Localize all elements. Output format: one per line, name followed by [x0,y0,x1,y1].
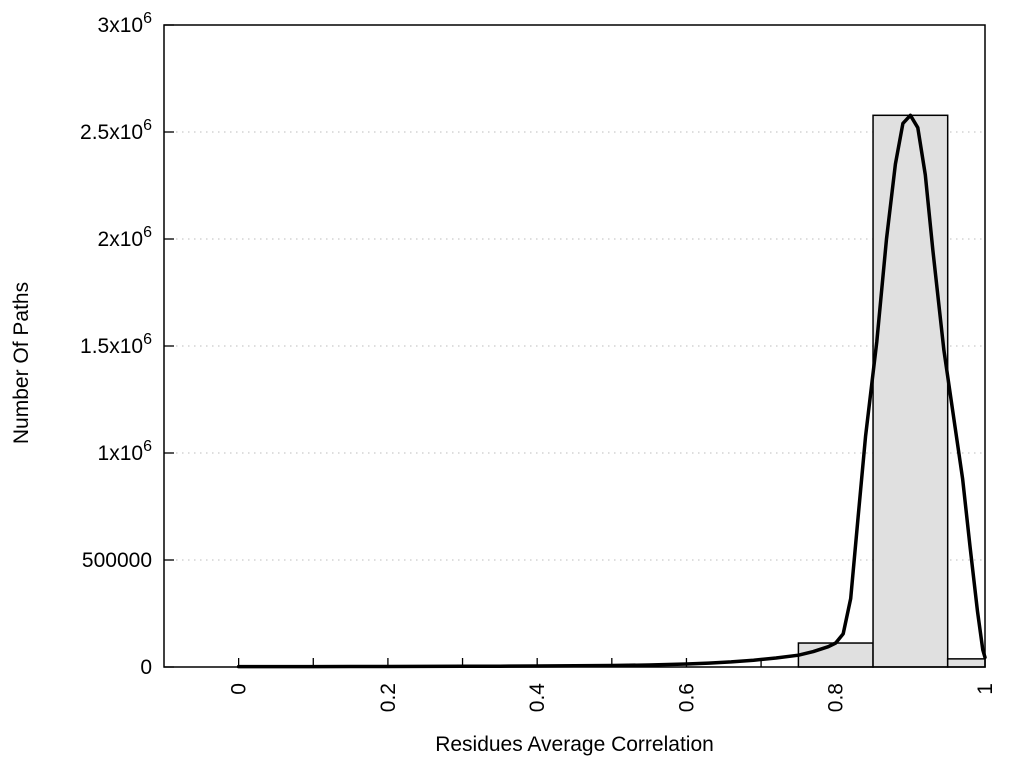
x-tick-label-group: 1 [974,683,997,695]
histogram-bar [946,658,986,668]
x-tick-label: 0.6 [675,683,698,712]
x-axis-title: Residues Average Correlation [435,733,714,756]
plot-border [163,24,986,668]
y-tick-label: 500000 [82,549,152,572]
x-tick-label-group: 0.2 [377,683,400,712]
x-tick-label-group: 0.6 [675,683,698,712]
histogram-bar [872,114,949,668]
y-tick-label: 2.5x106 [80,117,152,144]
y-axis-title: Number Of Paths [10,281,33,445]
y-tick-label: 1.5x106 [80,331,152,358]
histogram-bar [797,642,874,668]
x-tick-label: 0.8 [825,683,848,712]
x-tick-label-group: 0.4 [526,683,549,713]
y-tick-label: 2x106 [98,224,153,251]
y-tick-label: 1x106 [98,438,153,465]
density-curve [236,113,987,669]
y-tick-label: 3x106 [98,10,153,37]
x-tick-label: 0.2 [377,683,400,712]
x-tick-label: 0.4 [526,683,549,713]
x-tick-label: 1 [974,683,997,695]
x-tick-label-group: 0.8 [825,683,848,712]
x-tick-label: 0 [228,683,251,695]
y-tick-label: 0 [140,656,152,679]
x-tick-label-group: 0 [228,683,251,695]
